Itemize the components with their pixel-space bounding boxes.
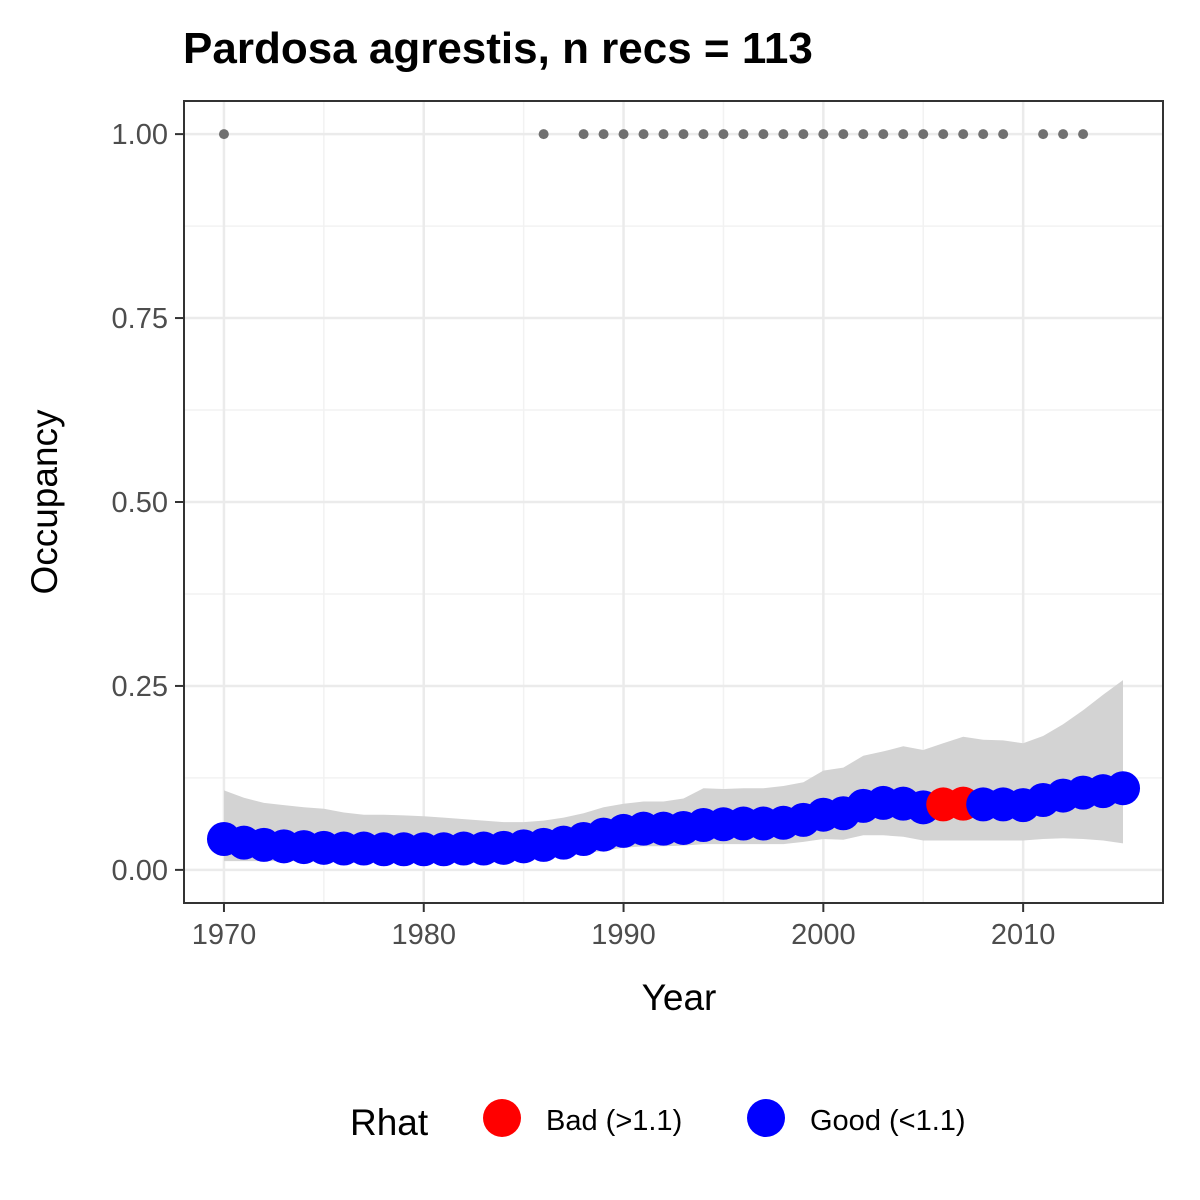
record-point bbox=[838, 129, 849, 140]
legend-title: Rhat bbox=[350, 1102, 429, 1143]
legend-key-good bbox=[747, 1099, 785, 1137]
y-tick-label: 0.25 bbox=[112, 671, 168, 703]
record-point bbox=[858, 129, 869, 140]
record-point bbox=[618, 129, 629, 140]
record-point bbox=[938, 129, 949, 140]
legend: Rhat Bad (>1.1) Good (<1.1) bbox=[350, 1099, 966, 1143]
record-point bbox=[218, 129, 229, 140]
y-tick-label: 1.00 bbox=[112, 119, 168, 151]
x-tick-label: 1970 bbox=[192, 919, 257, 951]
record-point bbox=[1058, 129, 1069, 140]
record-point bbox=[878, 129, 889, 140]
y-tick-label: 0.00 bbox=[112, 855, 168, 887]
legend-key-bad bbox=[483, 1099, 521, 1137]
record-point bbox=[678, 129, 689, 140]
record-point bbox=[598, 129, 609, 140]
record-point bbox=[758, 129, 769, 140]
occupancy-point bbox=[1106, 771, 1141, 806]
record-point bbox=[718, 129, 729, 140]
record-point bbox=[898, 129, 909, 140]
record-point bbox=[638, 129, 649, 140]
x-tick-label: 2000 bbox=[791, 919, 856, 951]
axes: 1970 1980 1990 2000 2010 0.00 0.25 0.50 0.75 1.00 bbox=[112, 100, 1164, 951]
record-point bbox=[798, 129, 809, 140]
record-point bbox=[738, 129, 749, 140]
record-point bbox=[1038, 129, 1049, 140]
record-point bbox=[658, 129, 669, 140]
record-point bbox=[998, 129, 1009, 140]
record-point bbox=[538, 129, 549, 140]
y-tick-label: 0.50 bbox=[112, 487, 168, 519]
record-point bbox=[918, 129, 929, 140]
record-point bbox=[1078, 129, 1089, 140]
record-point bbox=[818, 129, 829, 140]
legend-label-bad: Bad (>1.1) bbox=[546, 1105, 682, 1137]
x-tick-label: 2010 bbox=[991, 919, 1056, 951]
x-tick-label: 1990 bbox=[591, 919, 656, 951]
legend-label-good: Good (<1.1) bbox=[810, 1105, 966, 1137]
x-axis-title: Year bbox=[642, 977, 717, 1018]
plot-area bbox=[184, 101, 1163, 903]
record-point bbox=[698, 129, 709, 140]
record-point bbox=[978, 129, 989, 140]
record-point bbox=[578, 129, 589, 140]
y-axis-title: Occupancy bbox=[24, 409, 65, 595]
record-point bbox=[778, 129, 789, 140]
x-tick-label: 1980 bbox=[391, 919, 456, 951]
record-point bbox=[958, 129, 969, 140]
chart-title: Pardosa agrestis, n recs = 113 bbox=[183, 24, 813, 73]
y-tick-label: 0.75 bbox=[112, 303, 168, 335]
